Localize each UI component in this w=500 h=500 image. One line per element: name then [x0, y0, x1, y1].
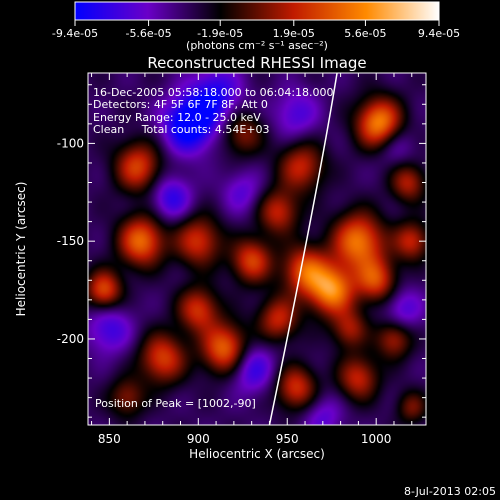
x-tick-label: 950 [276, 432, 299, 446]
colorbar-ticks: -9.4e-05 -5.6e-05 -1.9e-05 1.9e-05 5.6e-05 9.… [52, 20, 460, 40]
footer-date: 8-Jul-2013 02:05 [404, 485, 496, 498]
plot-title: Reconstructed RHESSI Image [147, 54, 366, 72]
colorbar-tick-label: 5.6e-05 [344, 27, 386, 40]
y-tick-label: -200 [57, 332, 84, 346]
colorbar [74, 1, 440, 21]
y-tick-label: -150 [57, 234, 84, 248]
info-clean-counts: Clean Total counts: 4.54E+03 [93, 123, 270, 136]
colorbar-tick-label: -5.6e-05 [125, 27, 171, 40]
rhessi-image [88, 73, 426, 425]
x-tick-label: 850 [98, 432, 121, 446]
info-time-range: 16-Dec-2005 05:58:18.000 to 06:04:18.000 [93, 86, 334, 99]
colorbar-tick-label: 9.4e-05 [418, 27, 460, 40]
solar-limb-line [268, 73, 338, 425]
y-axis-label: Heliocentric Y (arcsec) [14, 182, 28, 317]
info-detectors: Detectors: 4F 5F 6F 7F 8F, Att 0 [93, 98, 268, 111]
x-tick-label: 900 [187, 432, 210, 446]
axis-ticks: 850 900 950 1000 -100 -150 -200 [57, 73, 426, 446]
peak-position: Position of Peak = [1002,-90] [95, 397, 256, 410]
colorbar-tick-label: 1.9e-05 [273, 27, 315, 40]
colorbar-tick-label: -9.4e-05 [52, 27, 98, 40]
info-energy-range: Energy Range: 12.0 - 25.0 keV [93, 111, 261, 124]
x-tick-label: 1000 [361, 432, 392, 446]
colorbar-unit-label: (photons cm⁻² s⁻¹ asec⁻²) [186, 39, 328, 52]
colorbar-tick-label: -1.9e-05 [197, 27, 243, 40]
x-axis-label: Heliocentric X (arcsec) [189, 447, 325, 461]
y-tick-label: -100 [57, 136, 84, 150]
plot-frame [87, 72, 427, 426]
